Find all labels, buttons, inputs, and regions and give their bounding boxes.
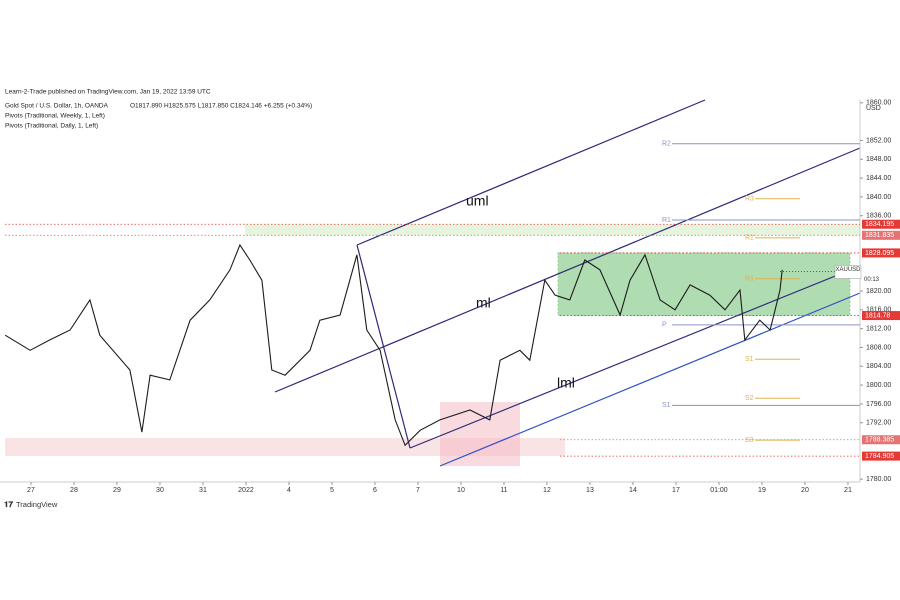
upper-median-line	[356, 99, 706, 246]
annotation: lml	[557, 375, 575, 391]
y-tick-label: 1860.00	[866, 100, 891, 107]
y-tick-label: 1836.00	[866, 213, 891, 220]
level-label: 1784.905	[865, 453, 894, 460]
x-tick-label: 01:00	[710, 487, 728, 494]
x-tick-label: 10	[457, 487, 465, 494]
x-tick-label: 13	[586, 487, 594, 494]
publisher: Learn-2-Trade published on TradingView.c…	[5, 89, 211, 96]
level-label: 1814.78	[865, 312, 890, 319]
pivot-label: S2	[745, 395, 754, 402]
zones	[5, 224, 860, 466]
x-tick-label: 12	[543, 487, 551, 494]
brand: TradingView	[16, 500, 58, 509]
annotation: ml	[476, 295, 491, 311]
indicator: Pivots (Traditional, Weekly, 1, Left)	[5, 113, 105, 120]
current-badge	[834, 265, 862, 279]
x-tick-label: 5	[330, 487, 334, 494]
x-tick-label: 4	[287, 487, 291, 494]
countdown: 00:13	[864, 277, 880, 283]
pivot-label: R2	[745, 235, 754, 242]
x-tick-label: 19	[758, 487, 766, 494]
y-tick-label: 1800.00	[866, 382, 891, 389]
pivot-label: P	[662, 322, 667, 329]
current-symbol: XAUUSD	[835, 267, 861, 273]
y-tick-label: 1792.00	[866, 420, 891, 427]
y-tick-label: 1844.00	[866, 175, 891, 182]
level-badge	[862, 219, 900, 229]
pivot-label: R1	[662, 217, 671, 224]
level-badge	[862, 248, 900, 258]
channel	[274, 99, 861, 467]
trend-line	[439, 292, 861, 467]
level-badge	[862, 311, 900, 321]
pivot-label: R2	[662, 141, 671, 148]
x-tick-label: 7	[416, 487, 420, 494]
level-label: 1831.835	[865, 232, 894, 239]
x-tick-label: 28	[70, 487, 78, 494]
x-tick-label: 6	[373, 487, 377, 494]
x-tick-label: 27	[27, 487, 35, 494]
y-tick-label: 1808.00	[866, 344, 891, 351]
median-line	[274, 147, 861, 393]
x-tick-label: 31	[199, 487, 207, 494]
pivot-label: S1	[745, 356, 754, 363]
annotation: uml	[466, 193, 489, 209]
x-tick-label: 20	[801, 487, 809, 494]
y-tick-label: 1812.00	[866, 325, 891, 332]
level-label: 1828.095	[865, 250, 894, 257]
level-label: 1834.195	[865, 221, 894, 228]
y-tick-label: 1804.00	[866, 363, 891, 370]
y-tick-label: 1820.00	[866, 288, 891, 295]
ohlc: O1817.890 H1825.575 L1817.850 C1824.146 …	[130, 103, 312, 110]
x-tick-label: 30	[156, 487, 164, 494]
level-badge	[862, 435, 900, 445]
pivot-label: S3	[745, 437, 754, 444]
demand-box	[440, 402, 520, 466]
level-badge	[862, 230, 900, 240]
level-label: 1788.385	[865, 437, 894, 444]
x-tick-label: 17	[672, 487, 680, 494]
y-tick-label: 1848.00	[866, 156, 891, 163]
y-tick-label: 1796.00	[866, 401, 891, 408]
symbol: Gold Spot / U.S. Dollar, 1h, OANDA	[5, 103, 109, 110]
x-tick-label: 29	[113, 487, 121, 494]
logo: 𝟏𝟕	[4, 500, 13, 509]
x-tick-label: 14	[629, 487, 637, 494]
y-tick-label: 1852.00	[866, 137, 891, 144]
x-tick-label: 2022	[238, 487, 254, 494]
x-tick-label: 21	[844, 487, 852, 494]
y-tick-label: 1840.00	[866, 194, 891, 201]
pivot-label: S1	[662, 402, 671, 409]
level-badge	[862, 451, 900, 461]
y-unit: USD	[866, 105, 881, 112]
x-tick-label: 11	[500, 487, 507, 494]
pivot-label: R1	[745, 276, 754, 283]
indicator: Pivots (Traditional, Daily, 1, Left)	[5, 123, 98, 130]
range-zone	[557, 252, 851, 317]
y-tick-label: 1816.00	[866, 307, 891, 314]
pitchfork-handle	[356, 244, 411, 449]
price-line	[4, 243, 783, 447]
resistance-zone	[245, 224, 860, 236]
pivot-label: R3	[745, 196, 754, 203]
y-tick-label: 1780.00	[866, 476, 891, 483]
